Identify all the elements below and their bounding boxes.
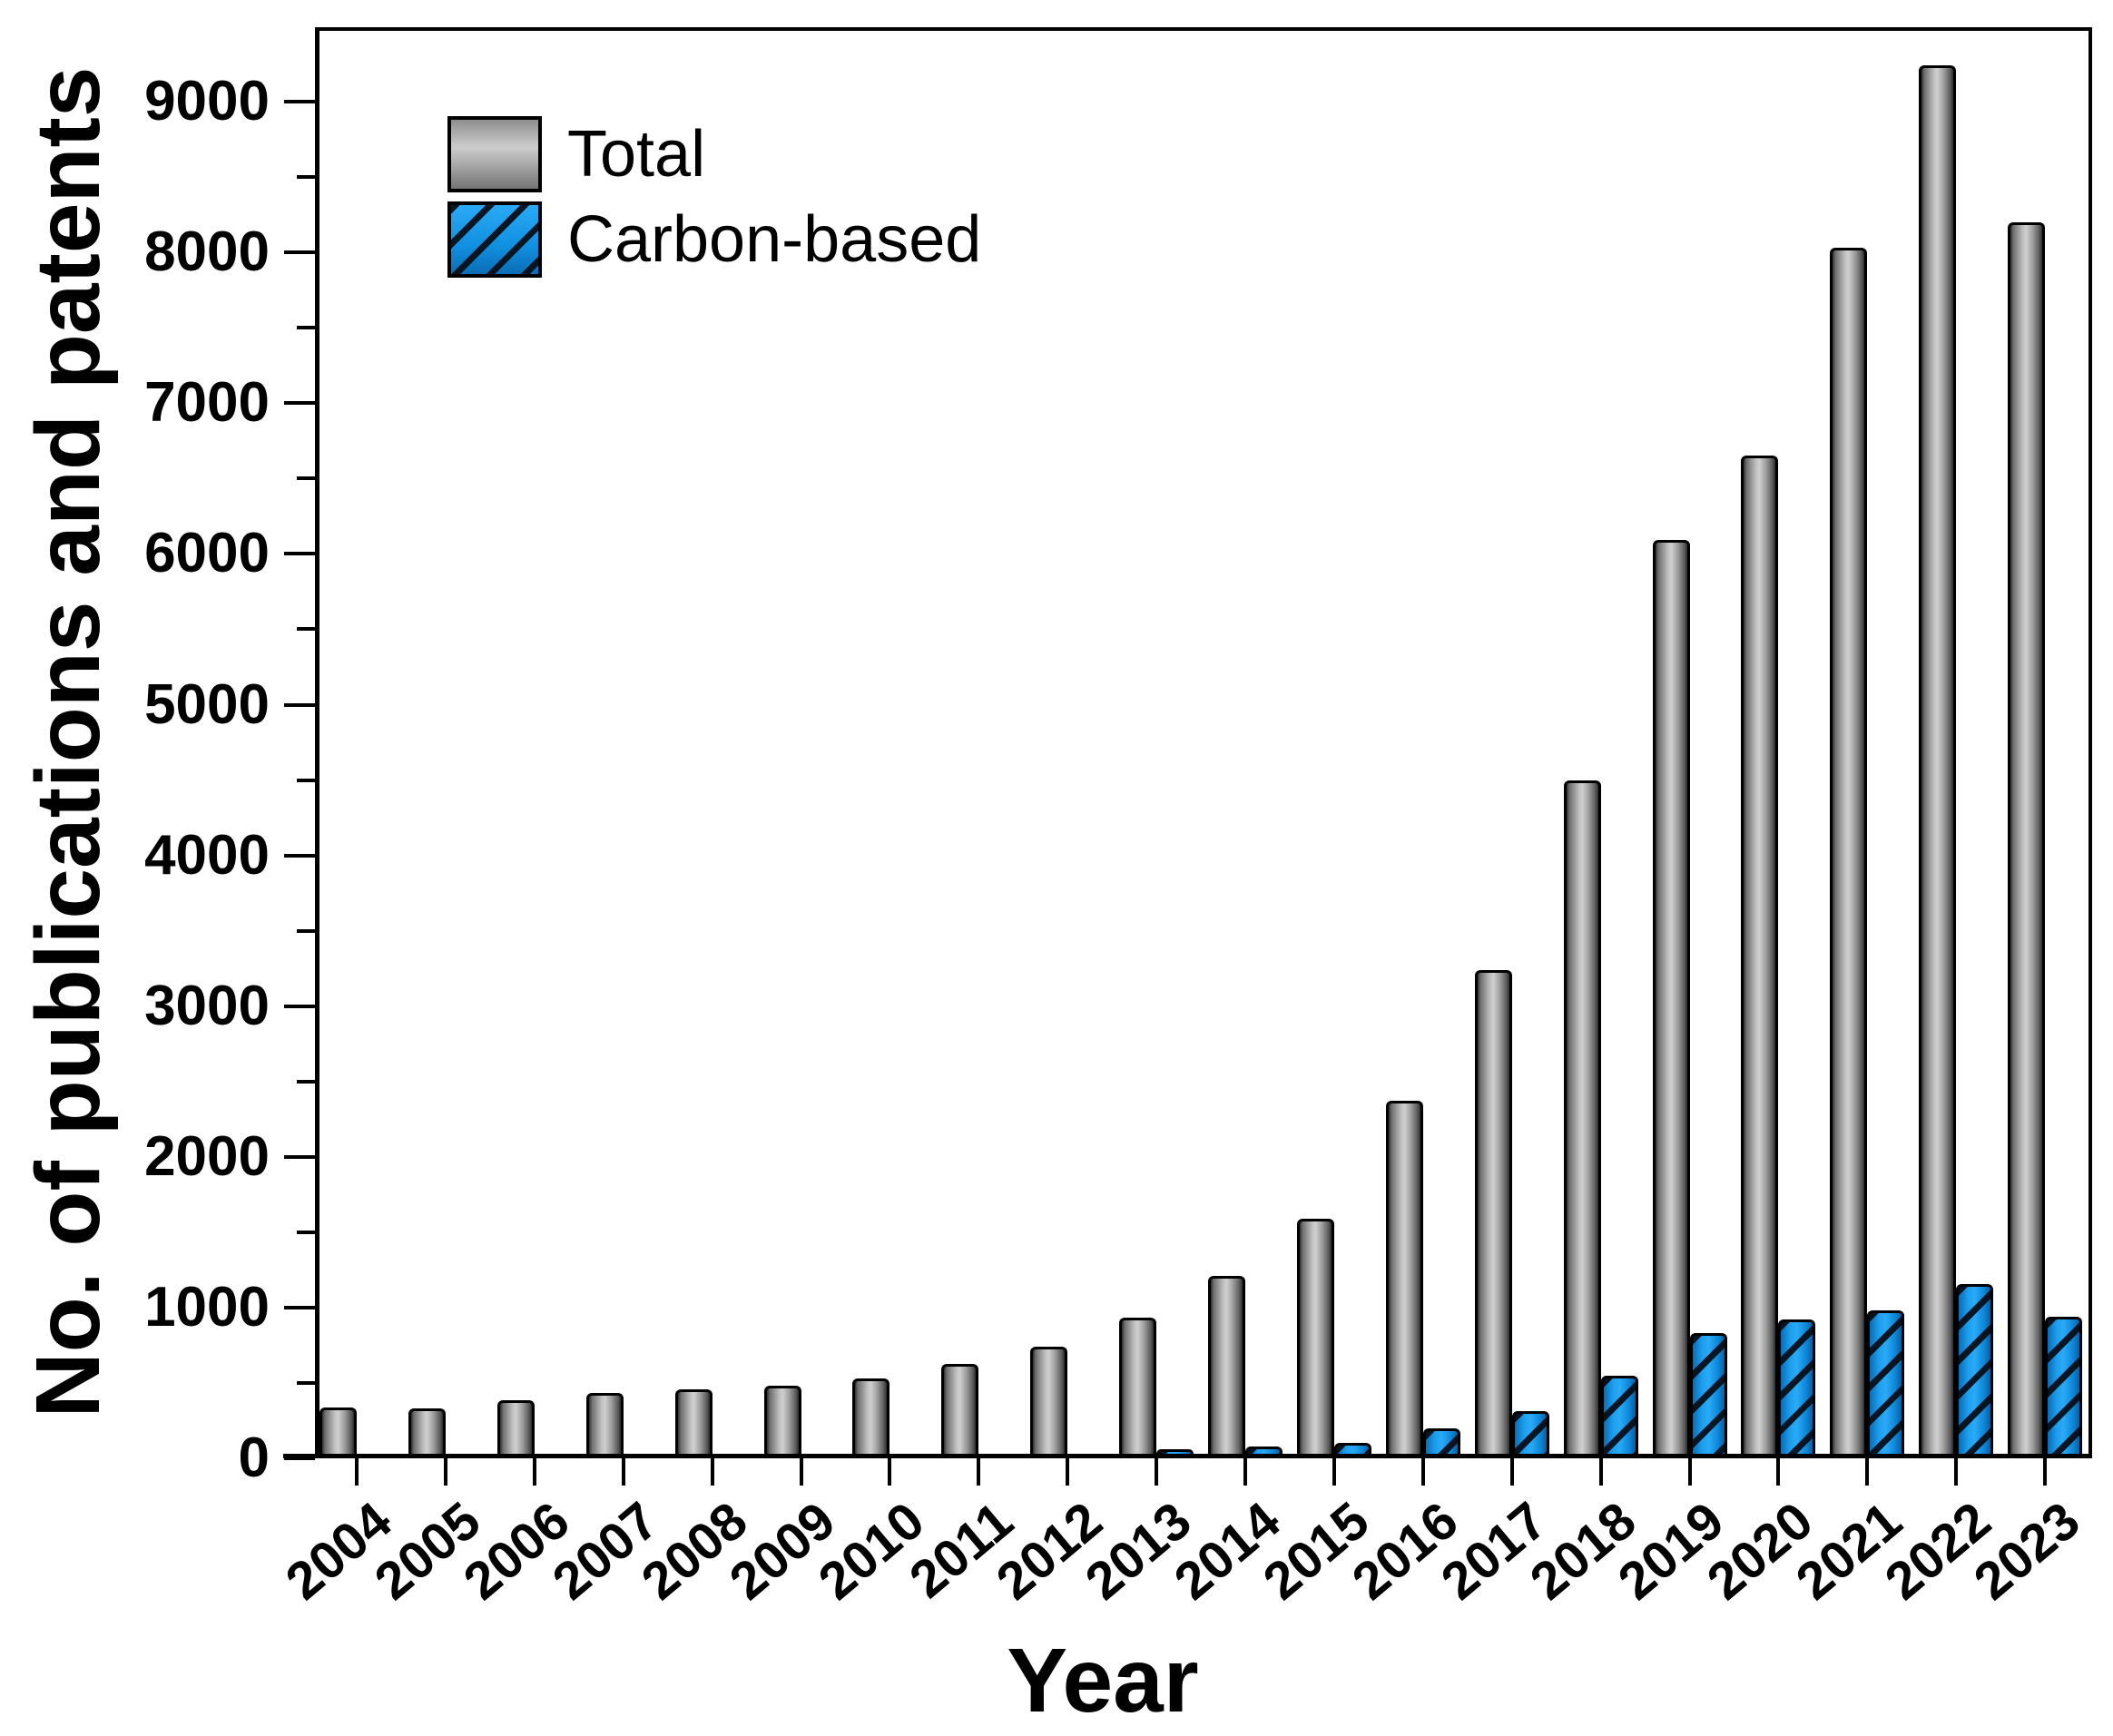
total-bar-2009 (763, 1386, 801, 1454)
carbon-bar-2019 (1689, 1333, 1727, 1454)
total-bar-2021 (1830, 248, 1868, 1454)
x-tick-2017 (1509, 1458, 1514, 1486)
y-tick-4000 (284, 853, 315, 858)
y-tick-label-7000: 7000 (144, 371, 270, 435)
y-tick-label-6000: 6000 (144, 522, 270, 585)
total-bar-2012 (1030, 1347, 1068, 1454)
x-tick-2013 (1155, 1458, 1159, 1486)
legend-label-carbon-based: Carbon-based (567, 203, 982, 276)
total-bar-2016 (1385, 1101, 1423, 1454)
x-tick-2016 (1420, 1458, 1425, 1486)
y-minor-tick-500 (297, 1380, 315, 1385)
y-tick-9000 (284, 100, 315, 104)
x-axis-line (283, 1454, 2092, 1458)
y-tick-5000 (284, 702, 315, 707)
x-axis-title: Year (1007, 1630, 1199, 1731)
carbon-bar-2014 (1245, 1446, 1283, 1454)
carbon-bar-2016 (1422, 1427, 1460, 1454)
total-bar-2017 (1474, 969, 1512, 1454)
carbon-based-swatch (447, 201, 542, 278)
plot-area: 0 1000 2000 3000 4000 5000 6000 7000 8000 9000 200… (144, 27, 2092, 1611)
x-tick-2007 (621, 1458, 625, 1486)
y-tick-label-3000: 3000 (144, 974, 270, 1037)
y-tick-label-8000: 8000 (144, 221, 270, 284)
total-bar-2014 (1208, 1276, 1245, 1454)
total-bar-2022 (1919, 65, 1957, 1454)
y-tick-0 (284, 1456, 315, 1460)
y-axis-line (315, 27, 319, 1458)
legend-label-total: Total (567, 118, 706, 191)
carbon-bar-2013 (1156, 1449, 1194, 1454)
y-tick-label-0: 0 (238, 1427, 270, 1489)
total-bar-2023 (2008, 221, 2046, 1454)
total-bar-2008 (674, 1388, 713, 1454)
y-tick-label-9000: 9000 (144, 70, 270, 133)
total-bar-2018 (1563, 780, 1601, 1454)
y-minor-tick-6500 (297, 476, 315, 481)
x-tick-2004 (355, 1458, 359, 1486)
x-tick-2006 (532, 1458, 536, 1486)
y-minor-tick-3500 (297, 928, 315, 933)
carbon-bar-2015 (1333, 1442, 1371, 1454)
x-tick-label-2023: 2023 (1962, 1490, 2091, 1612)
total-bar-2005 (408, 1408, 446, 1454)
y-tick-label-1000: 1000 (144, 1275, 270, 1339)
x-tick-2015 (1332, 1458, 1336, 1486)
y-minor-tick-8500 (297, 175, 315, 180)
total-bar-2004 (319, 1407, 357, 1454)
x-tick-2012 (1066, 1458, 1070, 1486)
y-tick-label-2000: 2000 (144, 1124, 270, 1188)
top-spine (315, 27, 2092, 31)
x-tick-2022 (1954, 1458, 1959, 1486)
total-bar-2015 (1296, 1218, 1334, 1454)
total-bar-2019 (1652, 540, 1690, 1454)
total-bar-2010 (852, 1378, 890, 1454)
x-tick-2010 (888, 1458, 892, 1486)
right-spine (2088, 27, 2092, 1458)
x-tick-2014 (1243, 1458, 1247, 1486)
carbon-bar-2017 (1511, 1410, 1549, 1454)
x-tick-2008 (710, 1458, 714, 1486)
y-tick-2000 (284, 1154, 315, 1159)
x-tick-2020 (1776, 1458, 1781, 1486)
x-tick-2009 (799, 1458, 803, 1486)
y-tick-3000 (284, 1004, 315, 1008)
total-bar-2020 (1741, 456, 1779, 1454)
total-bar-2007 (585, 1392, 624, 1454)
x-tick-2005 (443, 1458, 447, 1486)
x-tick-2019 (1687, 1458, 1692, 1486)
total-bar-2011 (941, 1364, 979, 1454)
y-minor-tick-7500 (297, 326, 315, 330)
x-tick-2018 (1598, 1458, 1603, 1486)
y-minor-tick-5500 (297, 627, 315, 632)
y-minor-tick-2500 (297, 1079, 315, 1084)
total-bar-2006 (496, 1400, 535, 1454)
y-tick-1000 (284, 1305, 315, 1309)
y-tick-6000 (284, 552, 315, 556)
carbon-bar-2023 (2045, 1316, 2083, 1454)
x-tick-2021 (1865, 1458, 1870, 1486)
y-axis-title: No. of publications and patents (17, 66, 119, 1418)
total-swatch (447, 116, 542, 192)
carbon-bar-2020 (1778, 1319, 1816, 1454)
y-tick-8000 (284, 250, 315, 255)
x-tick-2023 (2043, 1458, 2048, 1486)
carbon-bar-2018 (1600, 1375, 1638, 1454)
total-bar-2013 (1119, 1317, 1157, 1454)
x-tick-2011 (977, 1458, 981, 1486)
y-tick-label-5000: 5000 (144, 672, 270, 736)
y-tick-7000 (284, 401, 315, 406)
carbon-bar-2022 (1956, 1284, 1994, 1454)
y-minor-tick-1500 (297, 1230, 315, 1234)
carbon-bar-2021 (1867, 1310, 1905, 1454)
y-minor-tick-4500 (297, 778, 315, 782)
y-tick-label-4000: 4000 (144, 823, 270, 887)
